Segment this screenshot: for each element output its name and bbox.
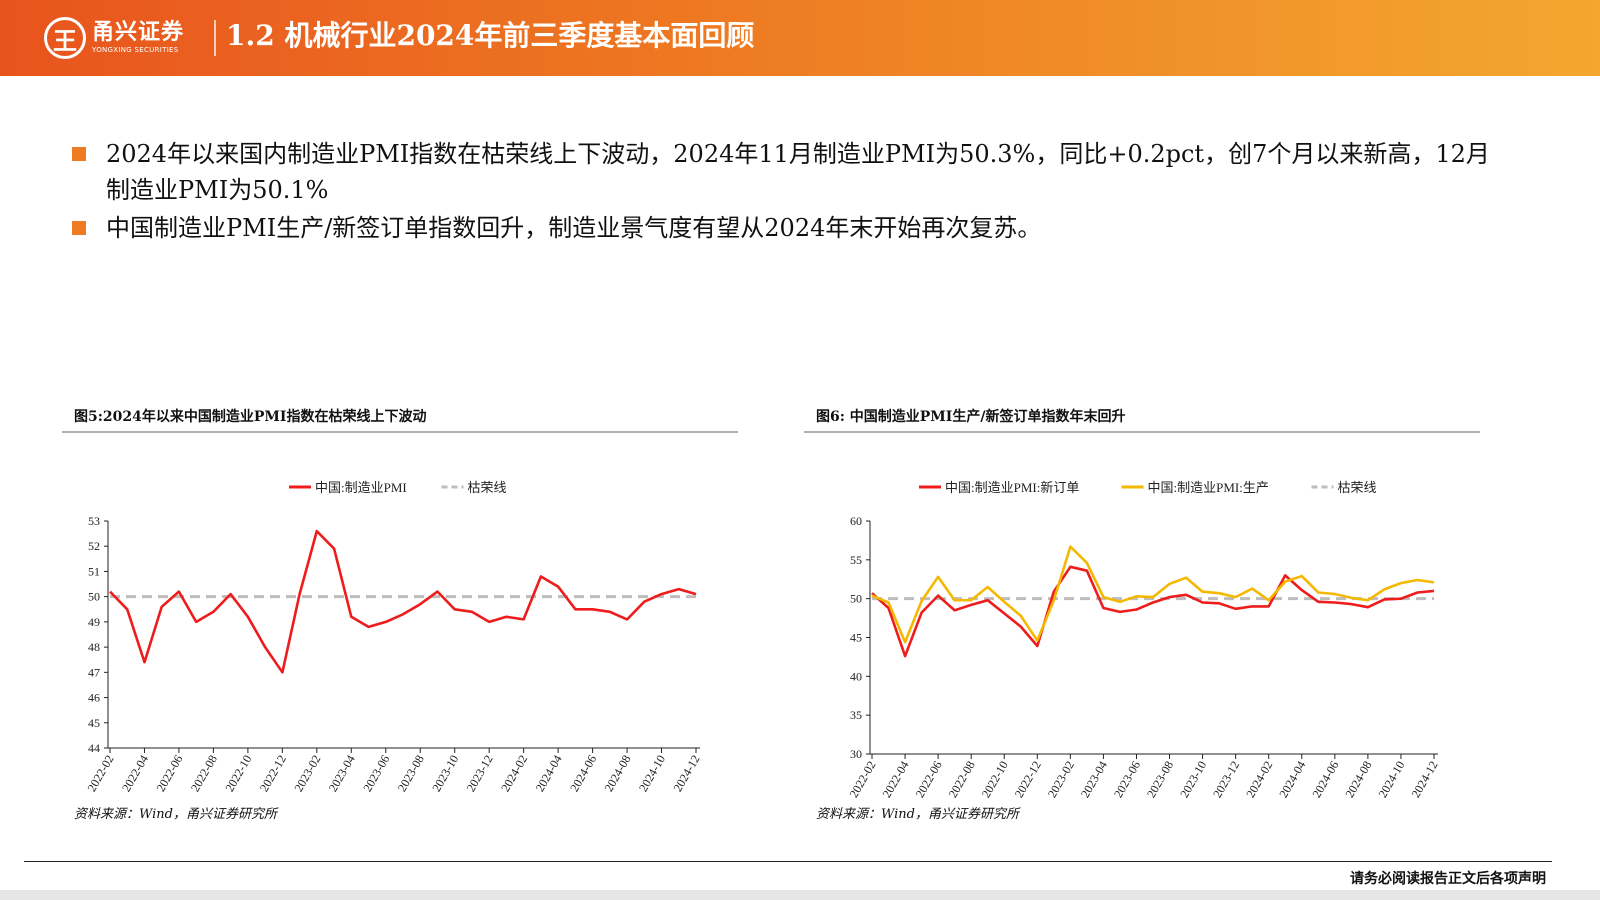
- x-tick-label: 2023-04: [1078, 759, 1110, 801]
- bullet-item: 2024年以来国内制造业PMI指数在枯荣线上下波动，2024年11月制造业PMI…: [70, 136, 1500, 208]
- x-tick-label: 2022-02: [84, 753, 116, 795]
- x-tick-label: 2024-02: [498, 753, 530, 795]
- x-tick-label: 2023-02: [291, 753, 323, 795]
- x-tick-label: 2024-04: [533, 753, 565, 795]
- legend-label: 中国:制造业PMI: [315, 480, 407, 495]
- y-tick-label: 47: [88, 665, 100, 679]
- legend-label: 枯荣线: [468, 480, 507, 495]
- x-tick-label: 2023-04: [326, 753, 358, 795]
- header-divider: [214, 20, 216, 56]
- legend-label: 中国:制造业PMI:生产: [1148, 480, 1269, 495]
- chart-source: 资料来源：Wind，甬兴证券研究所: [74, 807, 277, 822]
- y-tick-label: 51: [88, 564, 100, 578]
- x-tick-label: 2022-12: [257, 753, 289, 795]
- x-tick-label: 2024-08: [602, 753, 634, 795]
- y-tick-label: 44: [88, 741, 100, 755]
- y-tick-label: 60: [850, 514, 862, 528]
- logo-name-cn: 甬兴证券: [92, 20, 185, 45]
- x-tick-label: 2022-06: [913, 759, 945, 801]
- y-tick-label: 30: [850, 747, 862, 761]
- footer-rule: [24, 861, 1552, 862]
- x-tick-label: 2022-08: [188, 753, 220, 795]
- chart-source: 资料来源：Wind，甬兴证券研究所: [816, 807, 1019, 822]
- header-bar: 王 甬兴证券 YONGXING SECURITIES 1.2 机械行业2024年…: [0, 0, 1600, 76]
- x-tick-label: 2022-12: [1012, 759, 1044, 801]
- chart-title-rule: [804, 431, 1480, 433]
- x-tick-label: 2022-08: [946, 759, 978, 801]
- chart-title-rule: [62, 431, 738, 433]
- logo-icon: 王: [44, 17, 86, 59]
- bottom-strip: [0, 890, 1600, 900]
- chart-legend: 中国:制造业PMI:新订单 中国:制造业PMI:生产 枯荣线: [919, 480, 1377, 495]
- x-tick-label: 2023-12: [1210, 759, 1242, 801]
- x-tick-label: 2022-06: [153, 753, 185, 795]
- bullet-text: 2024年以来国内制造业PMI指数在枯荣线上下波动，2024年11月制造业PMI…: [106, 140, 1490, 204]
- bullet-text: 中国制造业PMI生产/新签订单指数回升，制造业景气度有望从2024年末开始再次复…: [106, 214, 1042, 242]
- x-tick-label: 2024-10: [1375, 759, 1407, 801]
- chart-legend: 中国:制造业PMI 枯荣线: [289, 480, 507, 495]
- bullet-list: 2024年以来国内制造业PMI指数在枯荣线上下波动，2024年11月制造业PMI…: [70, 136, 1500, 248]
- y-tick-label: 50: [850, 592, 862, 606]
- x-tick-label: 2024-10: [636, 753, 668, 795]
- chart-title: 图5:2024年以来中国制造业PMI指数在枯荣线上下波动: [74, 409, 427, 425]
- x-tick-label: 2023-08: [395, 753, 427, 795]
- x-tick-label: 2023-10: [1177, 759, 1209, 801]
- x-tick-label: 2023-12: [464, 753, 496, 795]
- series-line: [871, 545, 1435, 644]
- y-tick-label: 40: [850, 669, 862, 683]
- x-tick-label: 2022-02: [846, 759, 878, 801]
- company-logo: 王 甬兴证券 YONGXING SECURITIES: [44, 14, 184, 62]
- bullet-item: 中国制造业PMI生产/新签订单指数回升，制造业景气度有望从2024年末开始再次复…: [70, 210, 1500, 246]
- series-line: [871, 565, 1435, 658]
- y-tick-label: 53: [88, 514, 100, 528]
- x-tick-label: 2023-08: [1144, 759, 1176, 801]
- y-tick-label: 45: [88, 716, 100, 730]
- x-tick-label: 2024-02: [1243, 759, 1275, 801]
- x-tick-label: 2024-04: [1276, 759, 1308, 801]
- chart-title: 图6: 中国制造业PMI生产/新签订单指数年末回升: [816, 409, 1126, 425]
- bullet-square-icon: [72, 147, 86, 161]
- x-tick-label: 2023-10: [429, 753, 461, 795]
- y-tick-label: 49: [88, 615, 100, 629]
- x-tick-label: 2022-04: [880, 759, 912, 801]
- x-tick-label: 2023-06: [360, 753, 392, 795]
- x-tick-label: 2023-06: [1111, 759, 1143, 801]
- x-tick-label: 2024-12: [1408, 759, 1440, 801]
- y-tick-label: 55: [850, 553, 862, 567]
- x-tick-label: 2023-02: [1045, 759, 1077, 801]
- y-tick-label: 35: [850, 708, 862, 722]
- legend-label: 枯荣线: [1338, 480, 1377, 495]
- y-tick-label: 46: [88, 691, 100, 705]
- series-line: [109, 529, 697, 674]
- x-tick-label: 2024-08: [1342, 759, 1374, 801]
- y-tick-label: 45: [850, 631, 862, 645]
- x-tick-label: 2022-10: [222, 753, 254, 795]
- bullet-square-icon: [72, 221, 86, 235]
- y-tick-label: 48: [88, 640, 100, 654]
- footer-disclaimer: 请务必阅读报告正文后各项声明: [1350, 871, 1546, 887]
- logo-name-en: YONGXING SECURITIES: [92, 46, 179, 54]
- y-tick-label: 50: [88, 590, 100, 604]
- x-tick-label: 2024-06: [1309, 759, 1341, 801]
- legend-label: 中国:制造业PMI:新订单: [945, 480, 1079, 495]
- chart-panel-right: 图6: 中国制造业PMI生产/新签订单指数年末回升 中国:制造业PMI:新订单中…: [804, 407, 1480, 822]
- pmi-subindex-line-chart: 中国:制造业PMI:新订单 中国:制造业PMI:生产 枯荣线 30 35 40 45 50 55…: [846, 480, 1440, 801]
- x-tick-label: 2022-04: [119, 753, 151, 795]
- chart-panel-left: 图5:2024年以来中国制造业PMI指数在枯荣线上下波动 中国:制造业PMI 枯荣…: [62, 407, 738, 822]
- x-tick-label: 2022-10: [979, 759, 1011, 801]
- y-tick-label: 52: [88, 539, 100, 553]
- x-tick-label: 2024-06: [567, 753, 599, 795]
- x-tick-label: 2024-12: [670, 753, 702, 795]
- page-title: 1.2 机械行业2024年前三季度基本面回顾: [226, 19, 755, 52]
